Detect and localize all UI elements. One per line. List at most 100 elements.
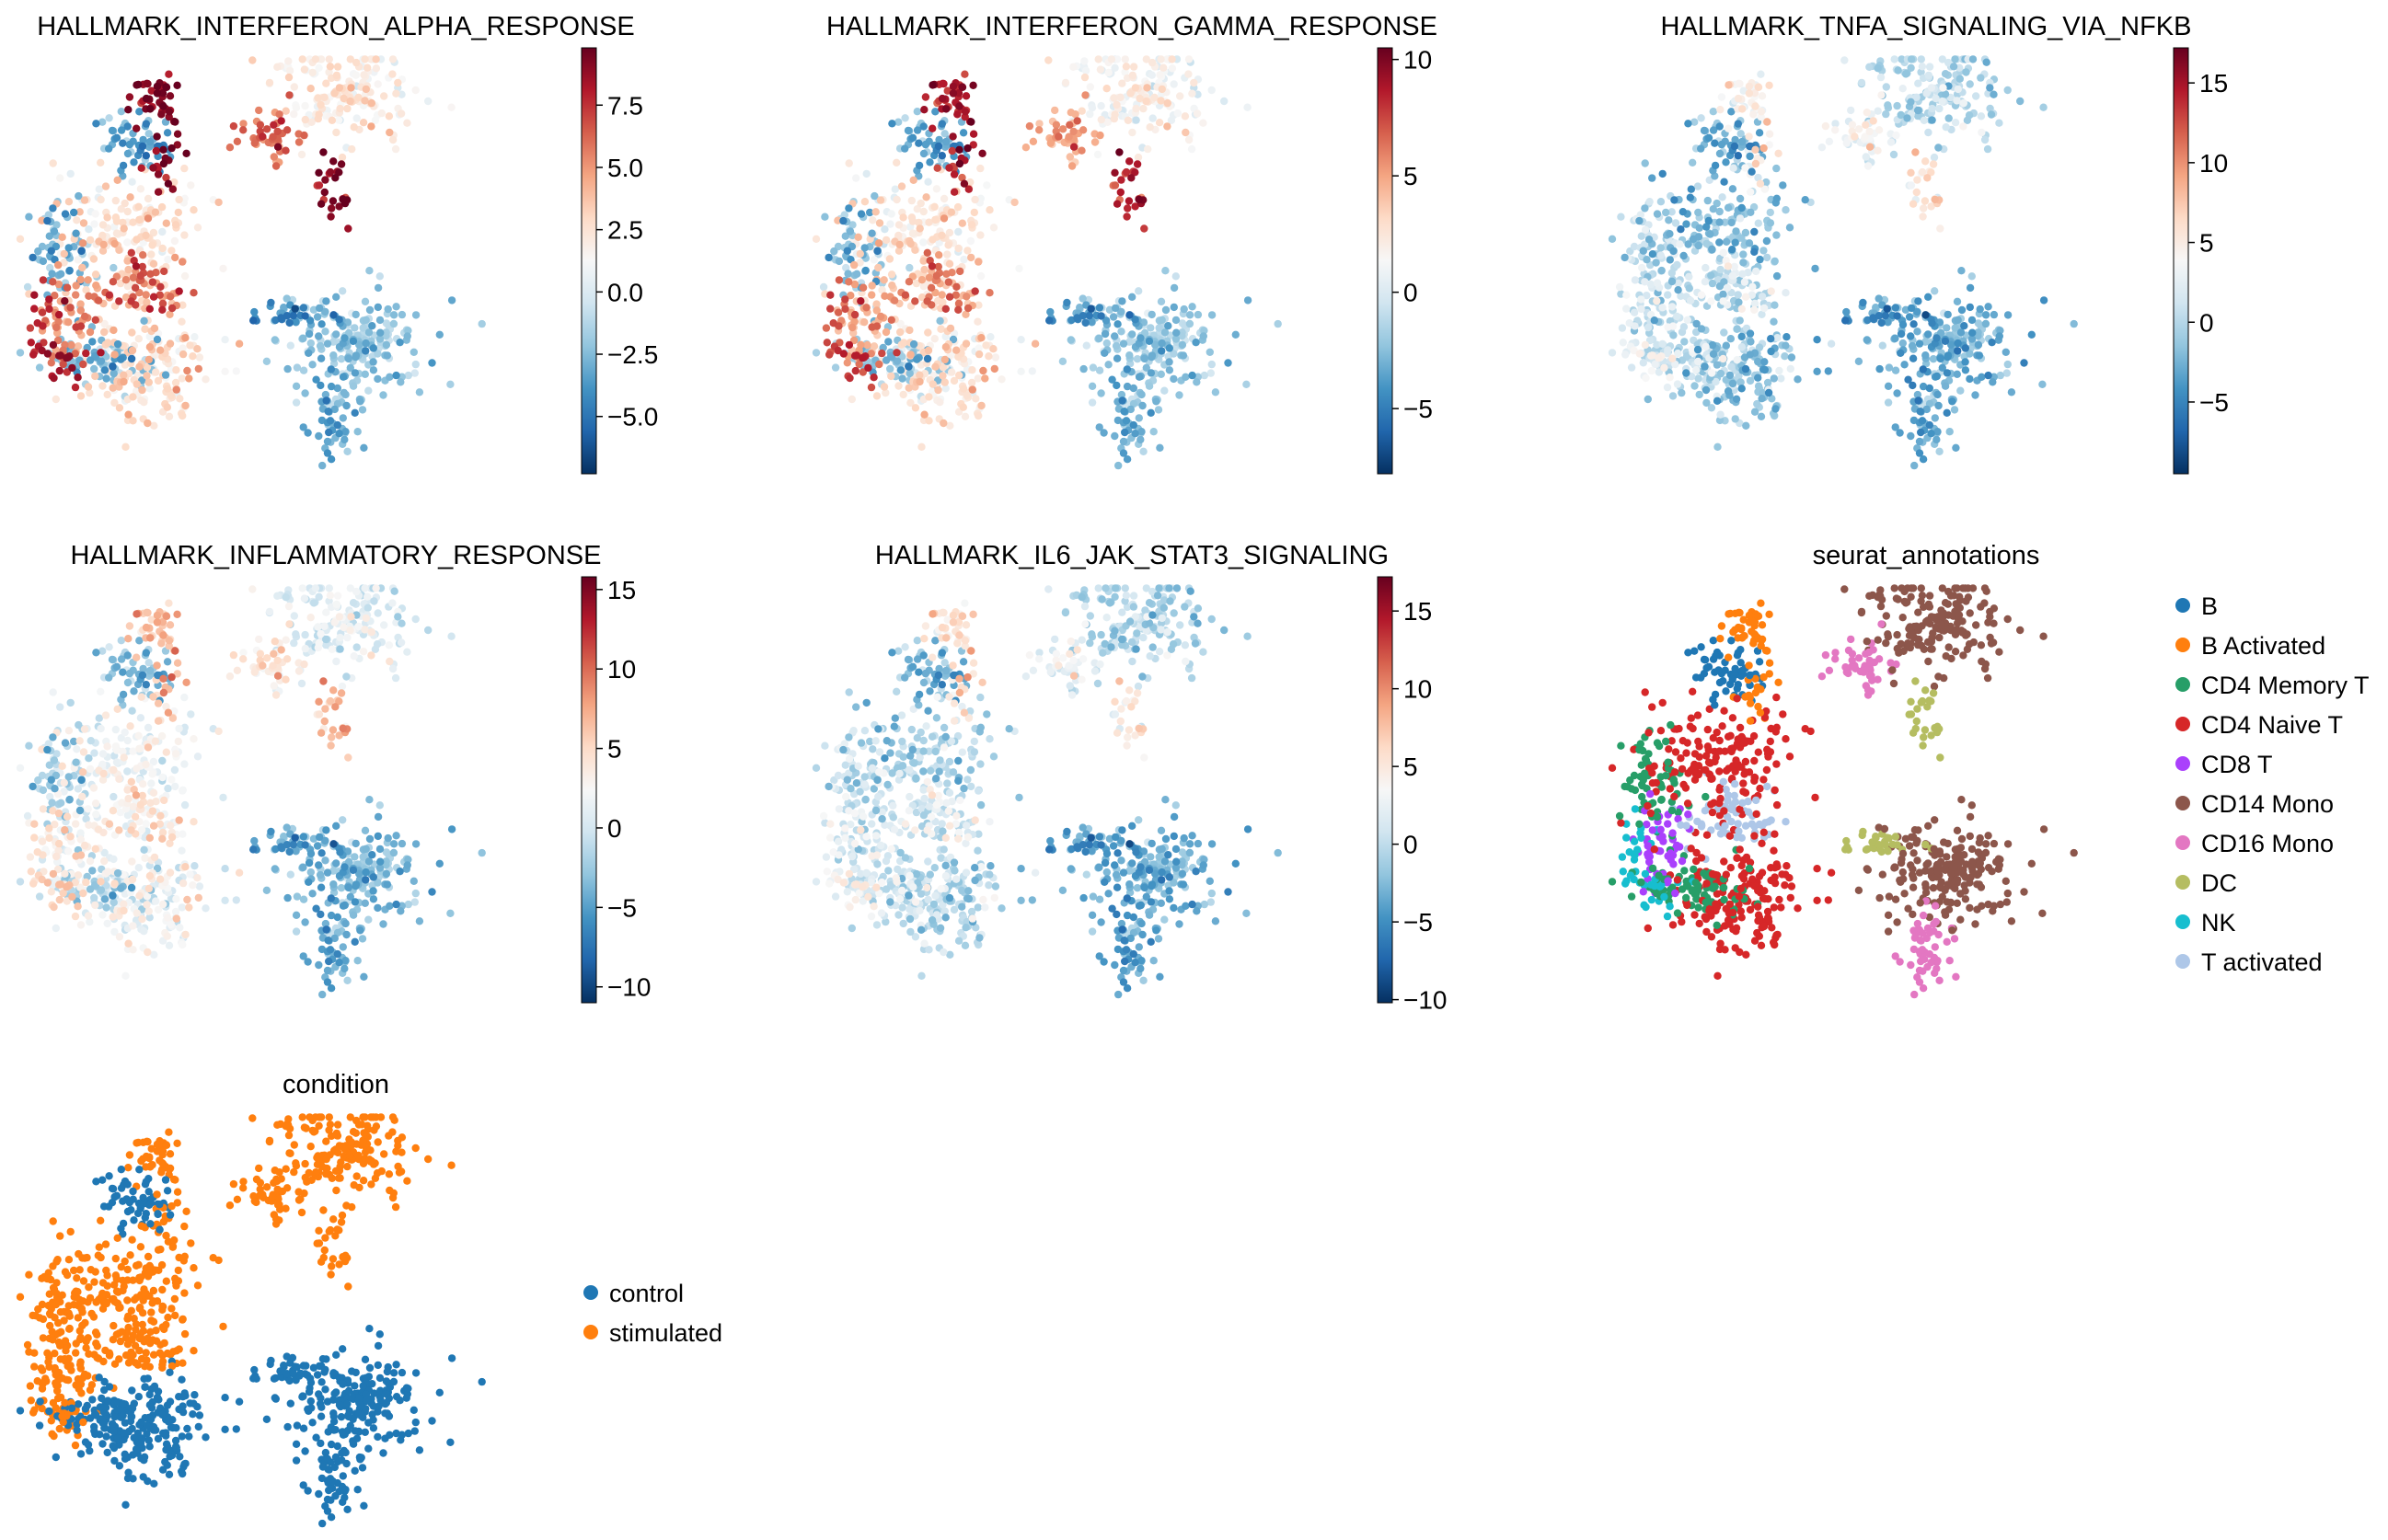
- cell-point: [72, 291, 80, 299]
- cell-point: [352, 71, 360, 79]
- cell-point: [1921, 311, 1930, 319]
- cell-point: [821, 213, 829, 221]
- cell-point: [929, 81, 937, 89]
- cell-point: [250, 307, 259, 316]
- cell-point: [374, 374, 382, 384]
- cell-point: [367, 627, 375, 637]
- cell-point: [1770, 374, 1779, 383]
- cell-point: [134, 202, 143, 211]
- cell-point: [97, 878, 105, 886]
- cell-point: [1747, 208, 1755, 216]
- cell-point: [975, 258, 983, 266]
- cell-point: [128, 875, 137, 884]
- colorbar-tick-label: 10: [2199, 149, 2228, 178]
- cell-point: [1140, 354, 1148, 363]
- cell-point: [1897, 349, 1905, 357]
- cell-point: [1713, 361, 1722, 369]
- cell-point: [1949, 63, 1958, 71]
- cell-point: [1966, 374, 1974, 384]
- cell-point: [259, 132, 267, 141]
- cell-point: [120, 753, 128, 762]
- cell-point: [1161, 267, 1170, 275]
- cell-point: [141, 325, 149, 333]
- cell-point: [97, 724, 105, 733]
- cell-point: [1080, 73, 1090, 82]
- cell-point: [1664, 291, 1672, 299]
- cell-point: [1897, 329, 1906, 339]
- cell-point: [949, 89, 958, 98]
- cell-point: [1088, 104, 1097, 112]
- cell-point: [948, 146, 957, 155]
- cell-point: [100, 366, 110, 374]
- cell-point: [45, 824, 53, 833]
- cell-point: [1116, 93, 1125, 102]
- cell-point: [34, 247, 42, 256]
- cell-point: [812, 235, 821, 243]
- cell-point: [859, 353, 867, 362]
- cell-point: [1874, 146, 1882, 155]
- cell-point: [301, 389, 309, 397]
- cell-point: [1680, 338, 1689, 346]
- cell-point: [848, 323, 857, 332]
- cell-point: [1055, 132, 1063, 141]
- cell-point: [61, 297, 69, 305]
- cell-point: [1955, 75, 1964, 83]
- cell-point: [397, 109, 406, 118]
- cell-point: [56, 270, 65, 278]
- cell-point: [1757, 70, 1765, 78]
- cell-point: [1956, 386, 1965, 395]
- cell-point: [435, 330, 444, 339]
- cell-point: [1702, 398, 1711, 408]
- cell-point: [16, 349, 25, 357]
- cell-point: [1951, 55, 1959, 63]
- cell-point: [880, 276, 888, 284]
- cell-point: [47, 359, 55, 367]
- cell-point: [113, 705, 121, 713]
- cell-point: [1746, 329, 1755, 338]
- cell-point: [941, 343, 951, 351]
- cell-point: [872, 392, 882, 400]
- cell-point: [232, 896, 240, 904]
- cell-point: [159, 145, 167, 154]
- cell-point: [1114, 461, 1123, 470]
- cell-point: [79, 889, 87, 898]
- cell-point: [1770, 317, 1778, 326]
- cell-point: [1908, 341, 1917, 351]
- cell-point: [1995, 332, 2003, 340]
- cell-point: [145, 666, 155, 675]
- cell-point: [135, 891, 144, 900]
- cell-point: [1945, 428, 1954, 436]
- cell-point: [76, 300, 85, 308]
- cell-point: [110, 398, 119, 408]
- cell-point: [411, 615, 420, 624]
- cell-point: [1121, 55, 1130, 63]
- cell-point: [321, 307, 329, 316]
- cell-point: [165, 70, 173, 78]
- cell-point: [1967, 316, 1977, 325]
- cell-point: [149, 788, 158, 797]
- cell-point: [961, 108, 970, 116]
- cell-point: [79, 748, 88, 756]
- cell-point: [823, 339, 831, 347]
- cell-point: [312, 375, 320, 384]
- cell-point: [233, 137, 242, 145]
- cell-point: [1766, 208, 1775, 217]
- cell-point: [369, 344, 377, 352]
- cell-point: [129, 922, 137, 930]
- cell-point: [23, 282, 32, 292]
- cell-point: [2003, 360, 2012, 369]
- cell-point: [850, 310, 859, 319]
- cell-point: [49, 688, 57, 696]
- cell-point: [1715, 122, 1724, 131]
- cell-point: [1928, 319, 1936, 328]
- cell-point: [162, 83, 171, 92]
- cell-point: [921, 93, 930, 101]
- cell-point: [1667, 277, 1677, 286]
- cell-point: [1657, 266, 1666, 275]
- cell-point: [1914, 106, 1922, 115]
- cell-point: [392, 371, 400, 380]
- cell-point: [1738, 270, 1747, 278]
- cell-point: [887, 316, 895, 324]
- cell-point: [1752, 267, 1760, 276]
- cell-point: [166, 868, 175, 877]
